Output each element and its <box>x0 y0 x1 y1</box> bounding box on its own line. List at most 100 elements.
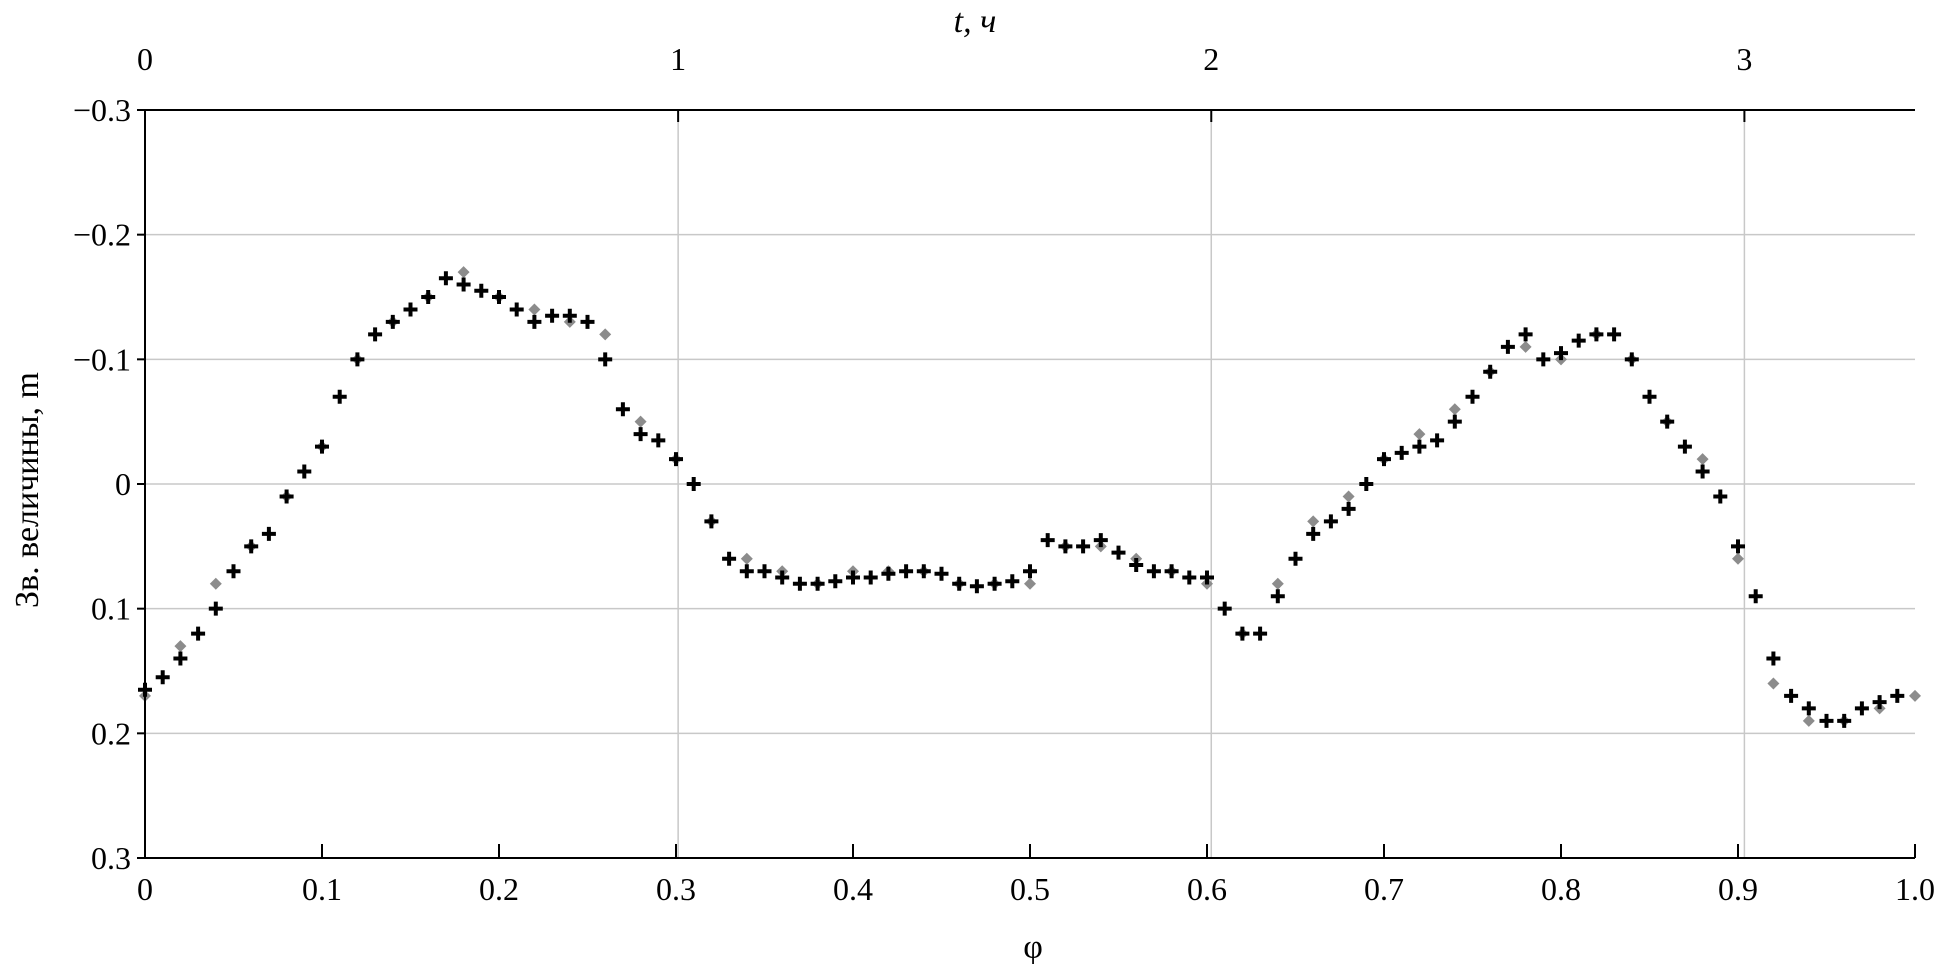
smoothed-data-point <box>1695 464 1710 479</box>
smoothed-data-point <box>863 570 878 585</box>
smoothed-data-point <box>916 564 931 579</box>
raw-data-point <box>1909 689 1921 702</box>
raw-data-point <box>1802 714 1815 727</box>
raw-data-point <box>634 415 647 428</box>
smoothed-data-point <box>350 352 365 367</box>
x-tick-label: 0.3 <box>656 871 696 907</box>
raw-data-point <box>1413 428 1426 441</box>
smoothed-data-point <box>704 514 719 529</box>
smoothed-data-point <box>1235 626 1250 641</box>
y-axis-title: Зв. величины, m <box>9 372 46 608</box>
raw-data-point <box>1732 552 1744 565</box>
smoothed-data-point <box>1288 551 1303 566</box>
smoothed-data-point <box>1465 389 1480 404</box>
x2-tick-label: 3 <box>1736 41 1752 77</box>
raw-data-point <box>1307 515 1320 528</box>
smoothed-data-point <box>952 576 967 591</box>
smoothed-data-point <box>1182 570 1197 585</box>
smoothed-data-point <box>562 308 577 323</box>
smoothed-data-point <box>1412 439 1427 454</box>
smoothed-data-point <box>1483 364 1498 379</box>
smoothed-data-point <box>846 570 860 585</box>
smoothed-data-point <box>1677 439 1692 454</box>
smoothed-data-point <box>934 566 949 581</box>
y-tick-label: 0.3 <box>91 840 131 876</box>
smoothed-data-point <box>509 302 524 317</box>
smoothed-data-point <box>1253 626 1268 641</box>
smoothed-data-point <box>1394 445 1409 460</box>
smoothed-data-point <box>368 327 383 342</box>
smoothed-data-point <box>208 601 223 616</box>
smoothed-data-point <box>332 389 347 404</box>
y-tick-label: 0 <box>115 466 131 502</box>
y-tick-label: 0.2 <box>91 715 131 751</box>
raw-data-series <box>139 266 1921 727</box>
smoothed-data-point <box>492 290 506 304</box>
raw-data-point <box>528 303 541 316</box>
smoothed-data-point <box>615 402 630 417</box>
smoothed-data-point <box>438 271 453 286</box>
y-tick-label: −0.1 <box>73 341 131 377</box>
smoothed-data-point <box>1129 558 1144 573</box>
x2-axis-title: t, ч <box>954 3 997 40</box>
smoothed-data-point <box>1430 433 1445 448</box>
smoothed-data-point <box>598 352 613 367</box>
smoothed-data-point <box>385 314 400 329</box>
smoothed-data-point <box>987 576 1002 591</box>
raw-data-point <box>457 266 470 279</box>
raw-data-point <box>174 640 187 653</box>
smoothed-data-point <box>792 576 807 591</box>
smoothed-data-point <box>881 566 896 581</box>
smoothed-data-point <box>1200 570 1214 585</box>
tick-labels: −0.3−0.2−0.100.10.20.30 0.1 0.2 0.3 0.4 0.5 0.… <box>73 41 1935 907</box>
smoothed-data-point <box>1058 539 1073 554</box>
x-tick-label: 0.9 <box>1718 871 1758 907</box>
smoothed-data-point <box>297 464 312 479</box>
smoothed-data-point <box>279 489 294 504</box>
raw-data-point <box>1448 403 1461 416</box>
smoothed-data-point <box>899 564 914 579</box>
raw-data-point <box>1696 453 1709 466</box>
smoothed-data-point <box>722 551 737 566</box>
smoothed-data-point <box>1306 526 1321 541</box>
raw-data-point <box>1519 340 1532 353</box>
raw-data-point <box>209 577 222 590</box>
smoothed-data-point <box>1624 352 1639 367</box>
smoothed-data-point <box>1447 414 1462 429</box>
smoothed-data-point <box>1341 501 1356 516</box>
raw-data-point <box>1767 677 1780 690</box>
smoothed-data-point <box>155 670 170 685</box>
axes <box>137 109 1916 859</box>
x-tick-label: 0.1 <box>302 871 342 907</box>
smoothed-data-point <box>1872 695 1887 710</box>
smoothed-data-point <box>1023 564 1037 579</box>
smoothed-data-point <box>828 574 843 589</box>
grid-lines <box>145 110 1915 858</box>
x-axis-title: φ <box>1023 929 1043 964</box>
smoothed-data-point <box>651 433 666 448</box>
x-tick-label: 0.8 <box>1541 871 1581 907</box>
x-tick-label: 0.4 <box>833 871 873 907</box>
x2-tick-label: 2 <box>1203 41 1219 77</box>
smoothed-data-point <box>1111 545 1126 560</box>
smoothed-data-point <box>1359 477 1374 491</box>
x-tick-label: 0 <box>137 871 153 907</box>
smoothed-data-point <box>1500 339 1515 354</box>
smoothed-data-point <box>1766 651 1781 666</box>
smoothed-data-point <box>1217 601 1232 616</box>
smoothed-data-point <box>580 314 595 329</box>
smoothed-data-point <box>403 302 418 317</box>
y-tick-label: −0.3 <box>73 92 131 128</box>
smoothed-data-point <box>1554 346 1568 361</box>
smoothed-data-point <box>1536 352 1551 367</box>
smoothed-data-point <box>1837 713 1852 728</box>
smoothed-data-point <box>810 576 825 591</box>
smoothed-data-point <box>1377 452 1391 467</box>
smoothed-data-point <box>633 427 648 442</box>
smoothed-data-point <box>315 439 329 454</box>
smoothed-data-point <box>1270 589 1285 604</box>
smoothed-data-point <box>1642 389 1657 404</box>
smoothed-data-point <box>1589 327 1604 342</box>
y-tick-label: −0.2 <box>73 217 131 253</box>
smoothed-data-point <box>261 526 276 541</box>
